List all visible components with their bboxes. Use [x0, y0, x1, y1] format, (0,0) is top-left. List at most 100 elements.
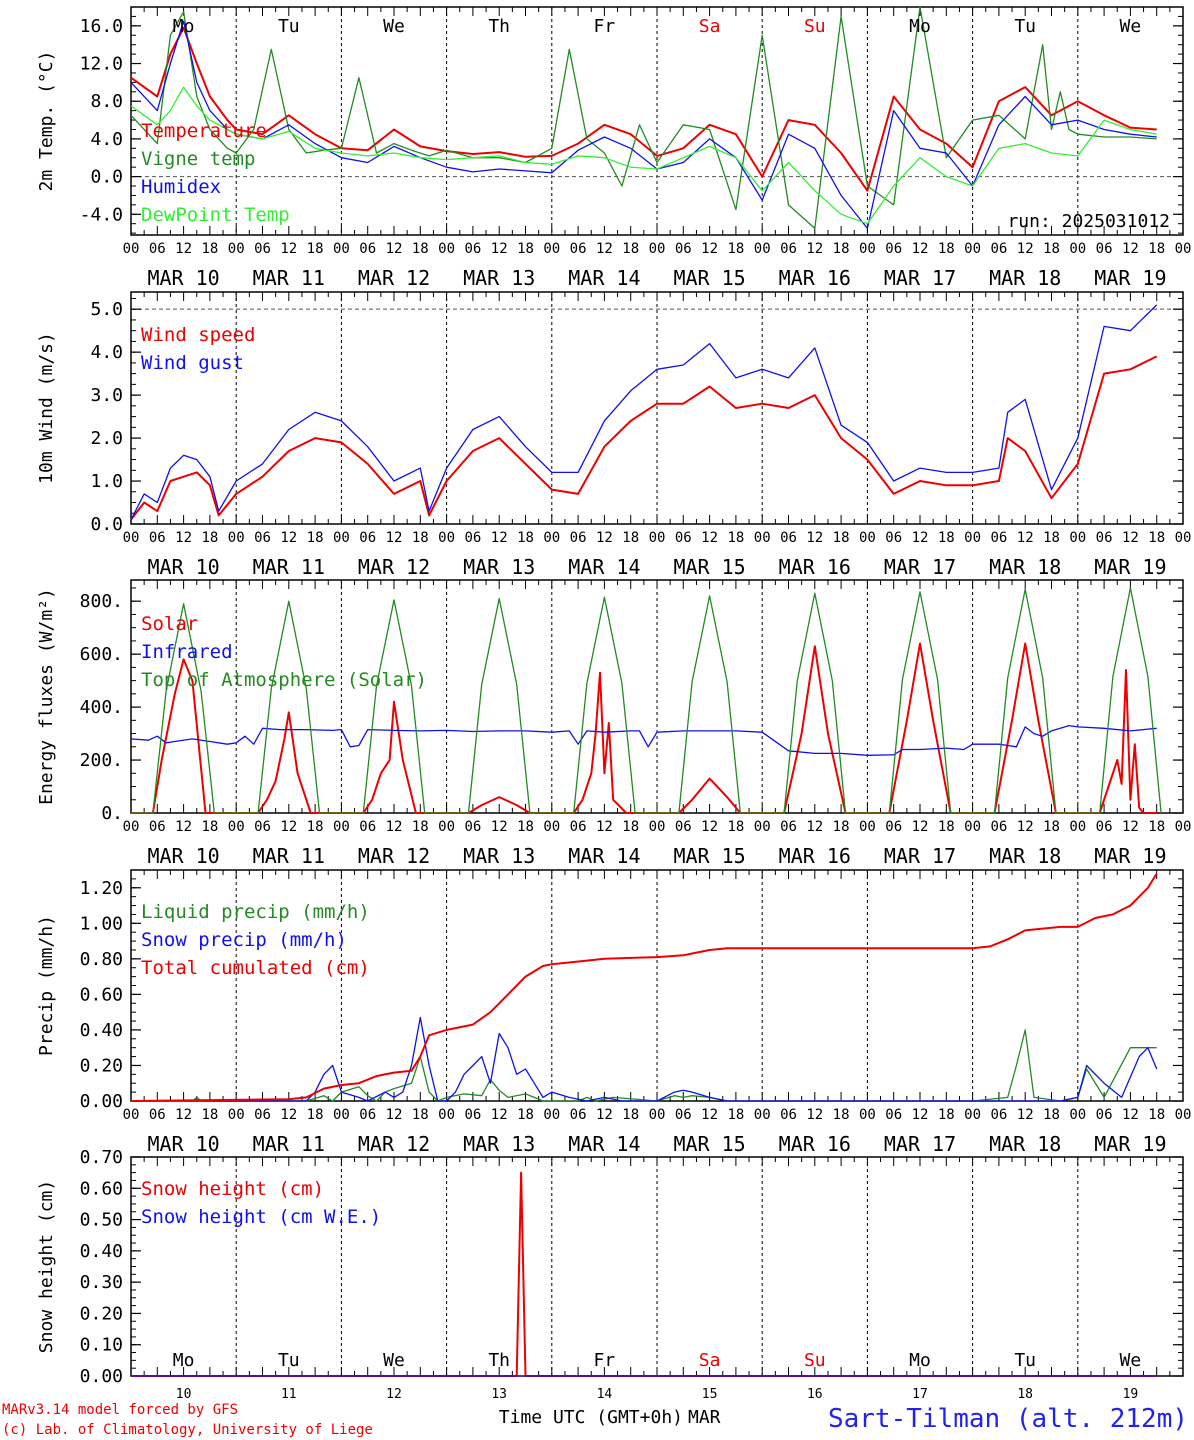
lab-credit-line: (c) Lab. of Climatology, University of L… — [2, 1422, 373, 1438]
x-tick-label: 18 — [412, 530, 429, 546]
x-tick-label: 00 — [859, 819, 876, 835]
x-tick-label: 00 — [1175, 530, 1192, 546]
x-tick-label: 00 — [1175, 241, 1192, 257]
x-tick-label: 00 — [543, 241, 560, 257]
date-label: MAR 13 — [463, 1132, 535, 1156]
date-label: MAR 18 — [989, 1132, 1061, 1156]
y-tick-label: 12.0 — [80, 54, 123, 75]
date-label: MAR 13 — [463, 266, 535, 290]
x-tick-label: 12 — [1122, 819, 1139, 835]
series-line — [130, 724, 1157, 756]
x-tick-label: 06 — [254, 819, 271, 835]
x-tick-label: 18 — [201, 819, 218, 835]
x-tick-label: 12 — [175, 241, 192, 257]
series-line — [130, 873, 1158, 1102]
date-label: MAR 16 — [779, 266, 851, 290]
x-tick-label: 06 — [254, 530, 271, 546]
x-tick-label: 12 — [701, 819, 718, 835]
x-tick-label: 12 — [175, 530, 192, 546]
y-tick-label: 0.40 — [80, 1020, 123, 1041]
y-tick-label: 3.0 — [90, 385, 123, 406]
x-tick-label: 18 — [727, 241, 744, 257]
x-tick-label: 12 — [806, 241, 823, 257]
x-tick-label: 06 — [885, 241, 902, 257]
weekday-label: Tu — [278, 16, 300, 37]
date-label: MAR 15 — [673, 1132, 745, 1156]
x-tick-label: 12 — [1017, 241, 1034, 257]
date-label: MAR 10 — [147, 266, 219, 290]
x-tick-label: 00 — [964, 241, 981, 257]
series-line — [130, 355, 1158, 521]
date-label: MAR 18 — [989, 844, 1061, 868]
x-tick-label: 18 — [1043, 530, 1060, 546]
x-tick-label: 00 — [754, 819, 771, 835]
y-tick-label: 0.00 — [80, 1366, 123, 1387]
x-tick-label: 06 — [570, 819, 587, 835]
x-tick-label: 06 — [570, 530, 587, 546]
x-tick-label: 06 — [885, 530, 902, 546]
model-credit-line: MARv3.14 model forced by GFS — [2, 1402, 238, 1418]
weekday-label: We — [383, 16, 405, 37]
x-tick-label: 12 — [1122, 530, 1139, 546]
x-tick-label: 00 — [333, 1107, 350, 1123]
y-tick-label: 8.0 — [90, 91, 123, 112]
date-label: MAR 15 — [673, 844, 745, 868]
day-number-label: 16 — [807, 1387, 823, 1402]
x-tick-label: 06 — [359, 1107, 376, 1123]
y-tick-label: 0.60 — [80, 1178, 123, 1199]
date-label: MAR 19 — [1094, 266, 1166, 290]
x-tick-label: 18 — [1043, 1107, 1060, 1123]
weekday-label: Su — [804, 1350, 826, 1371]
x-tick-label: 18 — [727, 530, 744, 546]
panel-4: 0.00 0.20 0.40 0.60 0.80 1.00 1.20 Precip (mm/h… — [36, 869, 1192, 1156]
y-axis-label: Precip (mm/h) — [36, 915, 57, 1056]
x-tick-label: 12 — [1122, 241, 1139, 257]
x-tick-label: 00 — [754, 530, 771, 546]
date-label: MAR 11 — [253, 1132, 325, 1156]
x-tick-label: 06 — [254, 241, 271, 257]
legend-entry: Vigne temp — [141, 148, 255, 170]
x-tick-label: 00 — [438, 1107, 455, 1123]
date-label: MAR 11 — [253, 266, 325, 290]
x-tick-label: 06 — [990, 819, 1007, 835]
x-tick-label: 18 — [622, 819, 639, 835]
x-tick-label: 06 — [780, 241, 797, 257]
y-axis-label: 10m Wind (m/s) — [36, 332, 57, 484]
date-label: MAR 11 — [253, 844, 325, 868]
x-tick-label: 06 — [780, 1107, 797, 1123]
x-tick-label: 00 — [438, 241, 455, 257]
x-tick-label: 12 — [491, 241, 508, 257]
x-tick-label: 00 — [964, 819, 981, 835]
x-tick-label: 12 — [280, 241, 297, 257]
run-label: run: 2025031012 — [1007, 211, 1170, 232]
x-tick-label: 12 — [386, 530, 403, 546]
x-tick-label: 00 — [123, 530, 140, 546]
x-tick-label: 18 — [622, 1107, 639, 1123]
weekday-label: Sa — [699, 1350, 721, 1371]
weekday-label: Th — [488, 1350, 510, 1371]
x-tick-label: 00 — [333, 819, 350, 835]
x-tick-label: 00 — [1069, 530, 1086, 546]
date-label: MAR 16 — [779, 555, 851, 579]
y-tick-label: 1.00 — [80, 913, 123, 934]
series-line — [130, 86, 1157, 225]
x-tick-label: 06 — [464, 819, 481, 835]
day-number-label: 14 — [597, 1387, 613, 1402]
x-tick-label: 00 — [1175, 1107, 1192, 1123]
x-tick-label: 18 — [307, 819, 324, 835]
x-tick-label: 18 — [412, 1107, 429, 1123]
x-tick-label: 18 — [938, 819, 955, 835]
y-tick-label: 0.0 — [90, 514, 123, 535]
x-tick-label: 18 — [727, 819, 744, 835]
x-tick-label: 18 — [307, 530, 324, 546]
y-tick-label: 800. — [80, 591, 123, 612]
date-label: MAR 11 — [253, 555, 325, 579]
date-label: MAR 14 — [568, 1132, 640, 1156]
y-tick-label: 4.0 — [90, 129, 123, 150]
x-tick-label: 12 — [491, 819, 508, 835]
weekday-label: Mo — [173, 1350, 195, 1371]
x-tick-label: 12 — [596, 1107, 613, 1123]
date-label: MAR 19 — [1094, 844, 1166, 868]
legend-entry: Snow height (cm) — [141, 1178, 324, 1200]
